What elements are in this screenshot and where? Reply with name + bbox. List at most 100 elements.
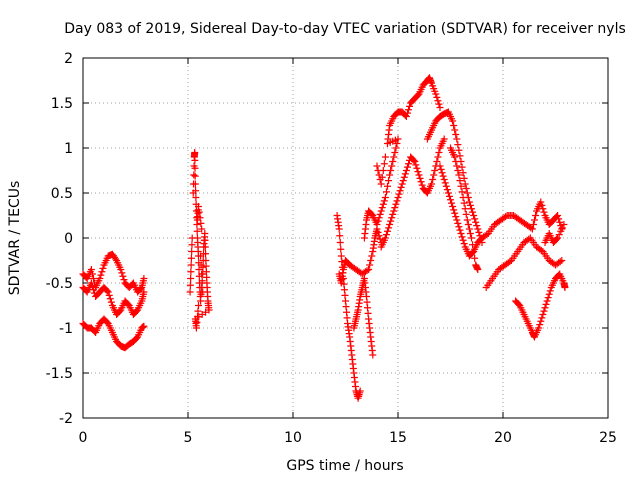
series-arc-A-upper (79, 250, 148, 296)
data-point (474, 266, 482, 273)
x-tick-label: 10 (284, 430, 302, 446)
data-point (98, 268, 106, 276)
data-point (379, 200, 387, 208)
data-point (449, 117, 457, 125)
data-point (381, 234, 389, 242)
data-point (539, 311, 547, 318)
data-point (384, 182, 391, 190)
data-point (394, 194, 402, 201)
data-point (538, 201, 546, 209)
data-point (554, 212, 562, 219)
data-point (539, 205, 547, 213)
data-point (191, 149, 199, 156)
data-point (402, 113, 410, 120)
data-point (188, 248, 196, 255)
data-point (368, 252, 376, 260)
data-point (557, 227, 565, 235)
y-tick-label: -1 (59, 321, 73, 337)
data-point (538, 314, 546, 322)
y-tick-label: -2 (59, 411, 73, 427)
data-point (137, 285, 145, 293)
data-point (187, 275, 195, 282)
data-point (400, 173, 408, 181)
x-tick-label: 0 (79, 430, 88, 446)
data-point (543, 297, 551, 305)
grid-lines (83, 58, 608, 418)
data-point (462, 210, 470, 218)
data-point (387, 167, 395, 174)
data-point (201, 230, 209, 237)
data-point (525, 235, 533, 243)
data-point (453, 135, 461, 143)
data-point (416, 174, 424, 182)
data-point (458, 233, 466, 241)
data-point (202, 250, 210, 258)
data-point (428, 180, 436, 188)
data-point (544, 294, 552, 302)
data-point (406, 102, 414, 110)
data-point (468, 205, 475, 213)
data-point (528, 225, 536, 233)
data-point (458, 163, 466, 171)
x-axis-label: GPS time / hours (286, 458, 403, 474)
data-point (558, 257, 566, 264)
x-tick-label: 20 (494, 430, 512, 446)
data-point (456, 177, 464, 185)
data-point (365, 266, 373, 273)
y-tick-label: -0.5 (46, 276, 73, 292)
data-point (454, 141, 462, 149)
data-point (197, 219, 205, 227)
data-point (537, 317, 545, 325)
data-point (88, 282, 96, 290)
data-point (392, 200, 400, 208)
data-point (379, 167, 387, 174)
y-tick-label: 1.5 (51, 96, 73, 112)
data-point (198, 225, 206, 233)
y-tick-label: -1.5 (46, 366, 73, 382)
data-point (466, 230, 474, 237)
data-point (197, 297, 205, 305)
data-point (545, 290, 553, 298)
y-axis-ticks: -2 -1.5 -1 -0.5 0 0.5 1 1.5 2 (46, 51, 608, 427)
data-point (97, 271, 105, 279)
data-point (434, 97, 442, 105)
data-point (187, 254, 195, 262)
data-point (546, 287, 554, 295)
data-point (377, 180, 385, 188)
data-point (537, 246, 545, 254)
data-point (388, 214, 396, 222)
data-point (88, 270, 96, 278)
data-point (381, 194, 389, 201)
data-point (105, 291, 113, 299)
data-point (440, 135, 448, 143)
data-point (444, 189, 452, 197)
data-point (556, 218, 564, 226)
data-point (554, 234, 562, 242)
data-point (460, 174, 468, 182)
series-arc-E (478, 198, 569, 341)
data-point (201, 236, 209, 244)
data-point (436, 162, 444, 170)
data-point (435, 149, 443, 156)
data-point (535, 324, 543, 332)
data-point (382, 188, 390, 196)
data-point (469, 208, 477, 216)
data-point (378, 204, 386, 212)
data-point (403, 163, 411, 171)
data-point (395, 190, 403, 198)
data-point (460, 199, 468, 207)
data-point (389, 210, 397, 218)
data-point (375, 214, 383, 222)
data-point (112, 255, 120, 263)
data-point (455, 171, 463, 179)
data-point (459, 236, 467, 244)
data-point (376, 210, 384, 218)
data-point (376, 235, 384, 243)
data-point (399, 177, 407, 185)
data-point (450, 122, 458, 129)
data-point (403, 109, 411, 117)
data-point (369, 351, 377, 359)
data-point (451, 153, 459, 161)
data-point (335, 225, 343, 233)
